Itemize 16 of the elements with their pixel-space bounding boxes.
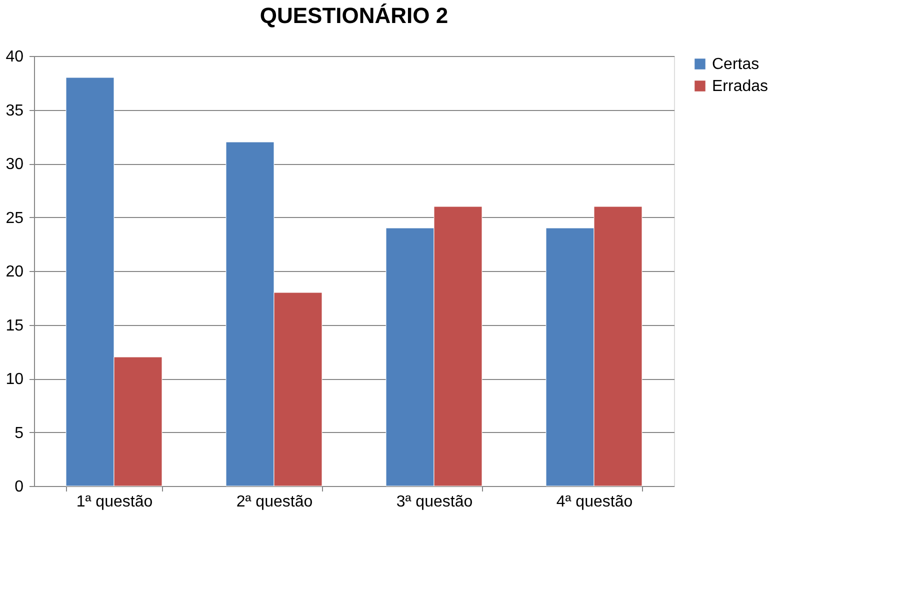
y-tick-label: 10 [6,371,24,388]
y-tick-label: 5 [14,424,24,442]
y-tick-label: 0 [14,478,24,496]
x-tick-label: 1ª questão [76,494,153,510]
chart-title: QUESTIONÁRIO 2 [260,3,448,28]
x-tick-label: 4ª questão [556,494,633,510]
legend-label: Certas [712,56,760,73]
y-tick-label: 25 [6,210,24,227]
x-tick-label: 2ª questão [236,494,313,510]
y-tick-label: 40 [6,48,24,66]
y-tick-label: 35 [6,102,24,120]
legend-label: Erradas [712,78,768,95]
y-tick-label: 20 [6,264,24,280]
y-tick-label: 15 [6,317,24,334]
x-tick-label: 3ª questão [396,494,473,510]
y-tick-label: 30 [6,156,24,173]
